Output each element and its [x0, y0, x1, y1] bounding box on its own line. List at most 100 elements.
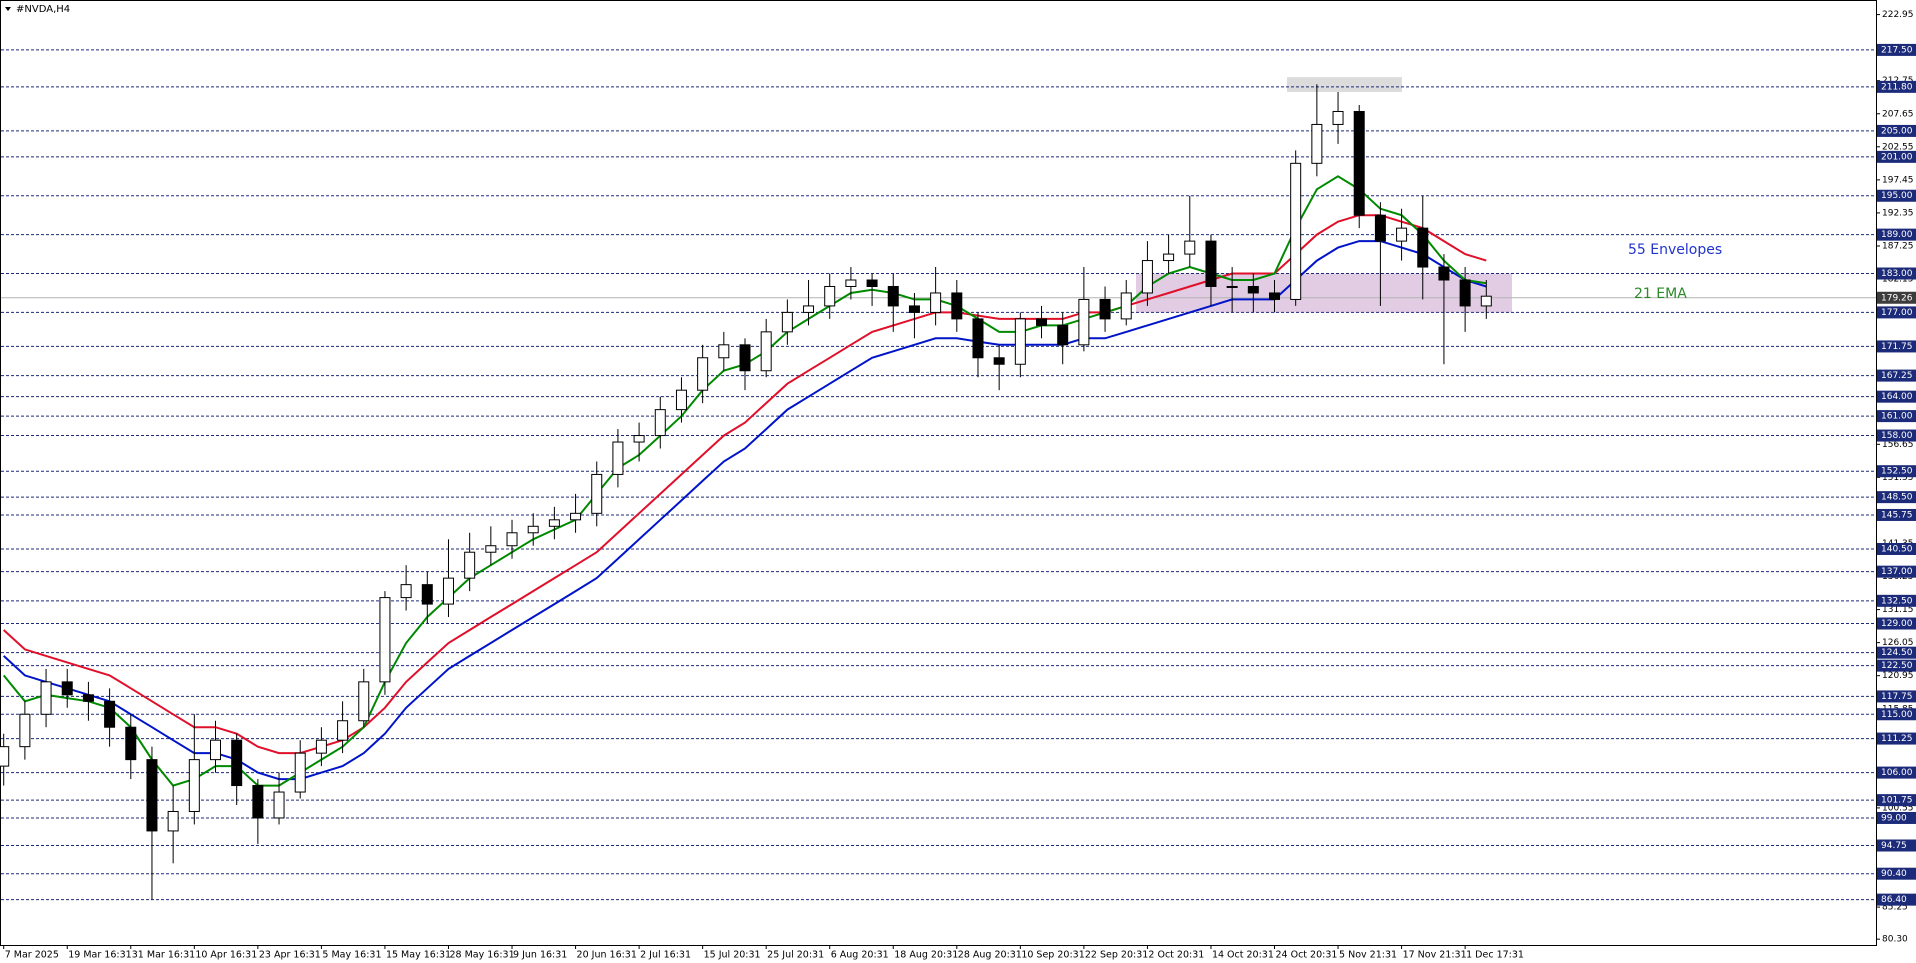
y-tick-label: 131.15: [1882, 605, 1914, 615]
candle-body: [591, 473, 603, 514]
level-label-bg: [1877, 189, 1916, 202]
candle-body: [82, 694, 94, 702]
candle-body: [1353, 110, 1365, 216]
candle-body: [739, 344, 751, 372]
level-label: 195.00: [1881, 191, 1913, 201]
annotation: 55 Envelopes: [1628, 242, 1722, 258]
level-label-bg: [1877, 594, 1916, 607]
candle-body: [548, 519, 560, 527]
level-label: 171.75: [1881, 342, 1913, 352]
candle-body: [379, 597, 391, 683]
y-tick-label: 126.05: [1882, 638, 1914, 648]
x-tick-label: 28 Aug 20:31: [958, 950, 1022, 961]
y-tick-label: 100.55: [1882, 803, 1914, 813]
candle-body: [1374, 214, 1386, 242]
candle-body: [104, 700, 116, 728]
level-label-bg: [1877, 267, 1916, 280]
level-label: 94.75: [1881, 841, 1907, 851]
level-label-bg: [1877, 410, 1916, 423]
x-tick-label: 20 Jun 16:31: [577, 950, 637, 961]
candle-body: [337, 720, 349, 741]
zone: [1287, 77, 1402, 93]
level-label: 137.00: [1881, 567, 1913, 577]
level-label: 132.50: [1881, 596, 1913, 606]
indicator-line: [3, 240, 1487, 781]
level-label-bg: [1877, 80, 1916, 93]
candle-body: [1184, 240, 1196, 255]
x-tick-label: 14 Oct 20:31: [1212, 950, 1274, 961]
level-label-bg: [1877, 646, 1916, 659]
level-label: 106.00: [1881, 768, 1913, 778]
level-label-bg: [1877, 124, 1916, 137]
candle-body: [1459, 279, 1471, 307]
candle-body: [464, 551, 476, 579]
level-label: 145.75: [1881, 510, 1913, 520]
candle-body: [887, 285, 899, 307]
x-tick-label: 5 Nov 21:31: [1339, 950, 1397, 961]
x-tick-label: 31 Mar 16:31: [132, 950, 195, 961]
level-label: 111.25: [1881, 734, 1913, 744]
candle-body: [273, 791, 285, 819]
candle-body: [633, 435, 645, 443]
candle-body: [1036, 318, 1048, 326]
level-label: 115.00: [1881, 710, 1913, 720]
level-label: 140.50: [1881, 544, 1913, 554]
level-label-bg: [1877, 617, 1916, 630]
x-tick-label: 1 Dec 17:31: [1466, 950, 1524, 961]
candle-body: [1290, 162, 1302, 300]
x-tick-label: 15 Jul 20:31: [704, 950, 761, 961]
level-label: 90.40: [1881, 869, 1907, 879]
level-label-bg: [1877, 508, 1916, 521]
level-label-bg: [1877, 390, 1916, 403]
candle-body: [612, 441, 624, 475]
candle-body: [167, 810, 179, 832]
level-label-bg: [1877, 43, 1916, 56]
level-label-bg: [1877, 369, 1916, 382]
zone: [1136, 273, 1512, 313]
candle-body: [527, 525, 539, 534]
x-tick-label: 2 Jul 16:31: [640, 950, 691, 961]
candle-body: [1438, 266, 1450, 281]
level-label: 86.40: [1881, 895, 1907, 905]
level-label: 201.00: [1881, 152, 1913, 162]
level-label-bg: [1877, 732, 1916, 745]
y-tick-label: 85.25: [1882, 903, 1908, 913]
candle-body: [654, 409, 666, 437]
y-tick-label: 120.95: [1882, 671, 1914, 681]
plot-frame: [0, 0, 1877, 946]
y-tick-label: 182.15: [1882, 275, 1914, 285]
candle-body: [1141, 260, 1153, 294]
level-label: 117.75: [1881, 692, 1913, 702]
level-label-bg: [1877, 429, 1916, 442]
y-tick-label: 151.55: [1882, 473, 1914, 483]
candle-body: [1163, 253, 1175, 262]
candle-body: [781, 311, 793, 333]
level-label-bg: [1877, 893, 1916, 906]
level-label-bg: [1877, 565, 1916, 578]
level-label: 211.80: [1881, 82, 1913, 92]
x-tick-label: 6 Aug 20:31: [831, 950, 889, 961]
level-label: 158.00: [1881, 431, 1913, 441]
candle-body: [125, 726, 137, 761]
x-tick-label: 28 May 16:31: [449, 950, 514, 961]
candle-body: [442, 577, 454, 605]
candle-body: [930, 292, 942, 313]
level-label: 161.00: [1881, 412, 1913, 422]
y-tick-label: 192.35: [1882, 208, 1914, 218]
level-label-bg: [1877, 867, 1916, 880]
candle-body: [1057, 324, 1069, 346]
candle-body: [718, 344, 730, 359]
level-label: 217.50: [1881, 45, 1913, 55]
candle-body: [1480, 295, 1492, 307]
y-tick-label: 187.25: [1882, 241, 1914, 251]
candle-body: [1269, 292, 1280, 300]
candle-body: [188, 759, 200, 812]
level-label-bg: [1877, 491, 1916, 504]
candle-body: [400, 584, 412, 599]
candle-body: [993, 357, 1005, 365]
y-tick-label: 207.65: [1882, 109, 1914, 119]
level-label: 205.00: [1881, 126, 1913, 136]
candle-body: [760, 331, 772, 372]
level-label: 164.00: [1881, 392, 1913, 402]
menu-triangle[interactable]: [5, 7, 11, 11]
